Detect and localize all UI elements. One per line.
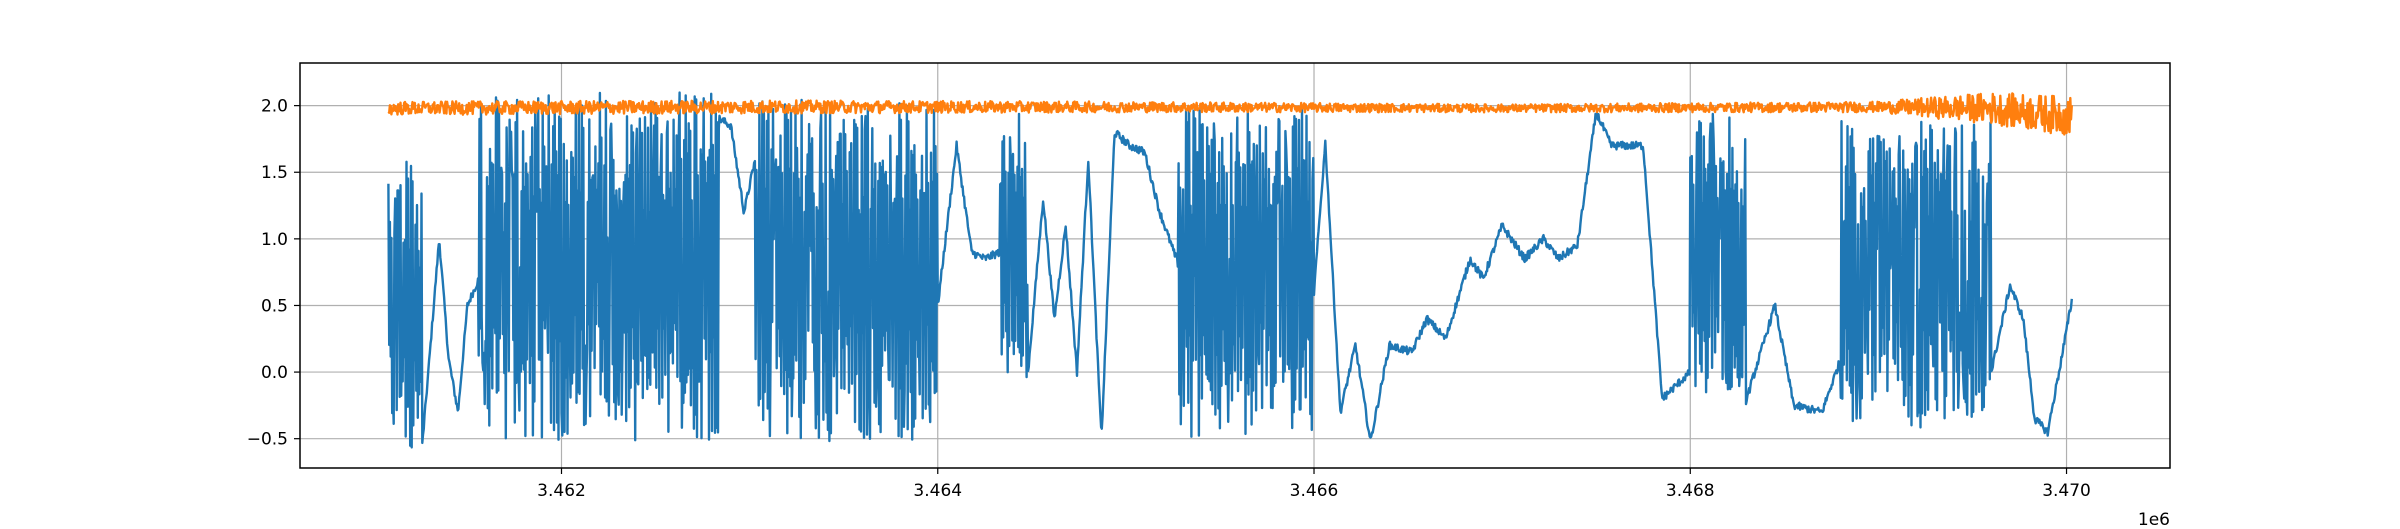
y-tick-label: 0.5 (261, 296, 288, 316)
axes-frame (299, 62, 2171, 469)
x-tick-label: 3.464 (913, 481, 962, 501)
series-2-line (387, 92, 2073, 136)
y-tick-label: −0.5 (247, 430, 288, 450)
y-tick-label: 2.0 (261, 97, 288, 117)
y-tick-label: 1.0 (261, 230, 288, 250)
x-offset-label: 1e6 (2138, 510, 2170, 525)
y-axis: −0.5 0.0 0.5 1.0 1.5 2.0 (247, 97, 300, 450)
x-axis: 3.462 3.464 3.466 3.468 3.470 (537, 468, 2091, 501)
series-1-line (387, 91, 2073, 449)
x-tick-label: 3.468 (1666, 481, 1715, 501)
x-tick-label: 3.470 (2042, 481, 2091, 501)
y-tick-label: 0.0 (261, 363, 288, 383)
y-tick-label: 1.5 (261, 163, 288, 183)
plot-area (387, 91, 2073, 449)
x-tick-label: 3.462 (537, 481, 586, 501)
x-tick-label: 3.466 (1290, 481, 1339, 501)
